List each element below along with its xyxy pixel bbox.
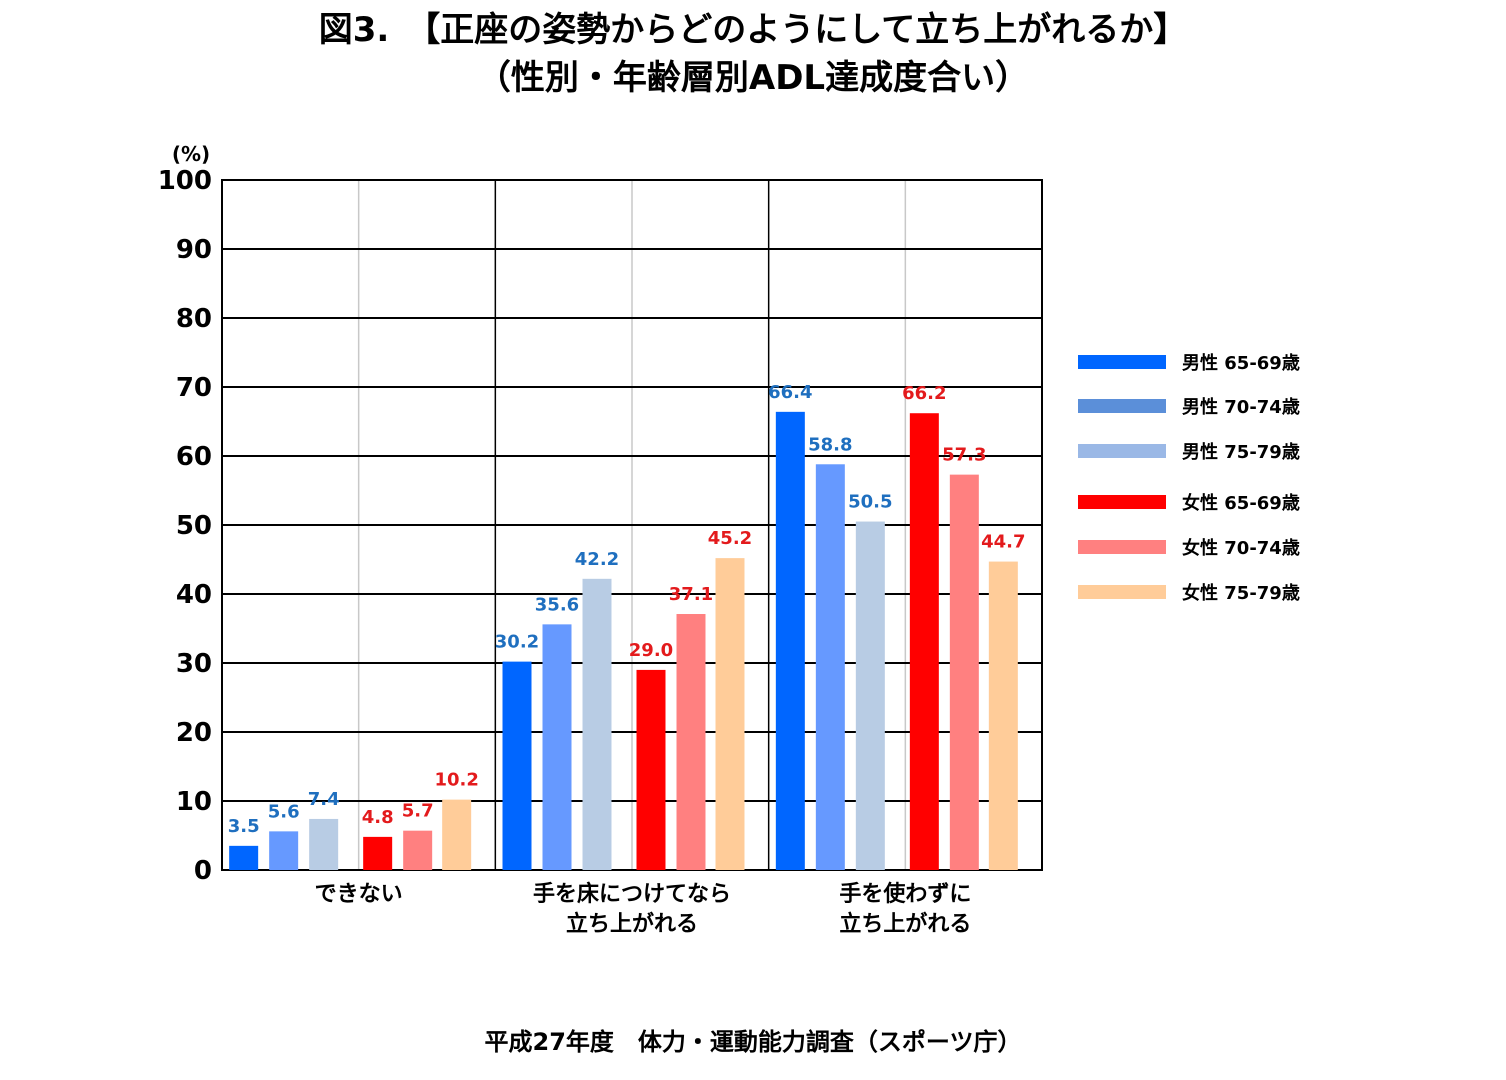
source-note: 平成27年度 体力・運動能力調査（スポーツ庁） (484, 1028, 1022, 1056)
data-label: 35.6 (535, 594, 579, 615)
data-label: 42.2 (575, 549, 619, 570)
data-label: 4.8 (362, 807, 394, 828)
bar (676, 614, 706, 870)
y-tick-label: 0 (194, 856, 212, 886)
plot-frame (221, 179, 1043, 871)
x-category-label: 立ち上がれる (566, 911, 698, 937)
y-tick-label: 70 (176, 373, 212, 403)
x-category-label: できない (315, 882, 403, 907)
bar (909, 413, 939, 870)
bar (309, 818, 339, 870)
y-axis-unit-label: (%) (172, 142, 210, 166)
x-category-label: 手を使わずに (839, 882, 971, 907)
chart-title: 図3. 【正座の姿勢からどのようにして立ち上がれるか】 (318, 10, 1188, 50)
y-tick-label: 20 (176, 718, 212, 748)
bar (442, 799, 472, 870)
bar (855, 521, 885, 870)
bar (949, 474, 979, 870)
data-label: 44.7 (981, 532, 1025, 553)
data-label: 50.5 (848, 492, 892, 513)
legend-swatch (1078, 444, 1166, 458)
bar (363, 836, 393, 870)
y-tick-label: 60 (176, 442, 212, 472)
legend-label: 女性 75-79歳 (1182, 582, 1300, 604)
data-label: 5.6 (268, 801, 300, 822)
data-label: 66.4 (768, 382, 812, 403)
y-tick-label: 30 (176, 649, 212, 679)
legend-swatch (1078, 399, 1166, 413)
y-tick-label: 10 (176, 787, 212, 817)
bar (815, 464, 845, 870)
y-tick-label: 100 (158, 166, 212, 196)
data-label: 30.2 (495, 632, 539, 653)
legend-label: 男性 65-69歳 (1182, 352, 1300, 374)
legend-label: 女性 70-74歳 (1182, 537, 1300, 559)
bar (269, 831, 299, 870)
data-label: 58.8 (808, 434, 852, 455)
x-category-label: 立ち上がれる (839, 911, 971, 937)
bar (502, 661, 532, 870)
y-tick-label: 40 (176, 580, 212, 610)
legend-label: 女性 65-69歳 (1182, 492, 1300, 514)
y-tick-label: 50 (176, 511, 212, 541)
bar (636, 669, 666, 870)
legend-swatch (1078, 540, 1166, 554)
data-label: 29.0 (629, 640, 673, 661)
bar (542, 624, 572, 870)
bar (229, 845, 259, 870)
data-label: 7.4 (308, 789, 340, 810)
chart-subtitle: （性別・年齢層別ADL達成度合い） (476, 58, 1030, 98)
x-category-label: 手を床につけてなら (533, 881, 731, 907)
bar (775, 411, 805, 870)
y-tick-label: 90 (176, 235, 212, 265)
bar (988, 561, 1018, 870)
legend-swatch (1078, 495, 1166, 509)
data-label: 37.1 (669, 584, 713, 605)
bar (403, 830, 433, 870)
data-label: 66.2 (902, 383, 946, 404)
legend-swatch (1078, 355, 1166, 369)
data-label: 57.3 (942, 445, 986, 466)
data-label: 3.5 (228, 816, 260, 837)
bar-chart: 0 10 20 30 40 50 60 70 80 90 100(%) 3.5 30.2 66.4 5.6 3… (158, 142, 1300, 937)
legend-label: 男性 75-79歳 (1182, 441, 1300, 463)
y-tick-label: 80 (176, 304, 212, 334)
data-label: 10.2 (434, 770, 478, 791)
data-label: 45.2 (708, 528, 752, 549)
legend-label: 男性 70-74歳 (1182, 396, 1300, 418)
legend-swatch (1078, 585, 1166, 599)
data-label: 5.7 (402, 801, 434, 822)
bar (582, 578, 612, 870)
bar (715, 558, 745, 870)
